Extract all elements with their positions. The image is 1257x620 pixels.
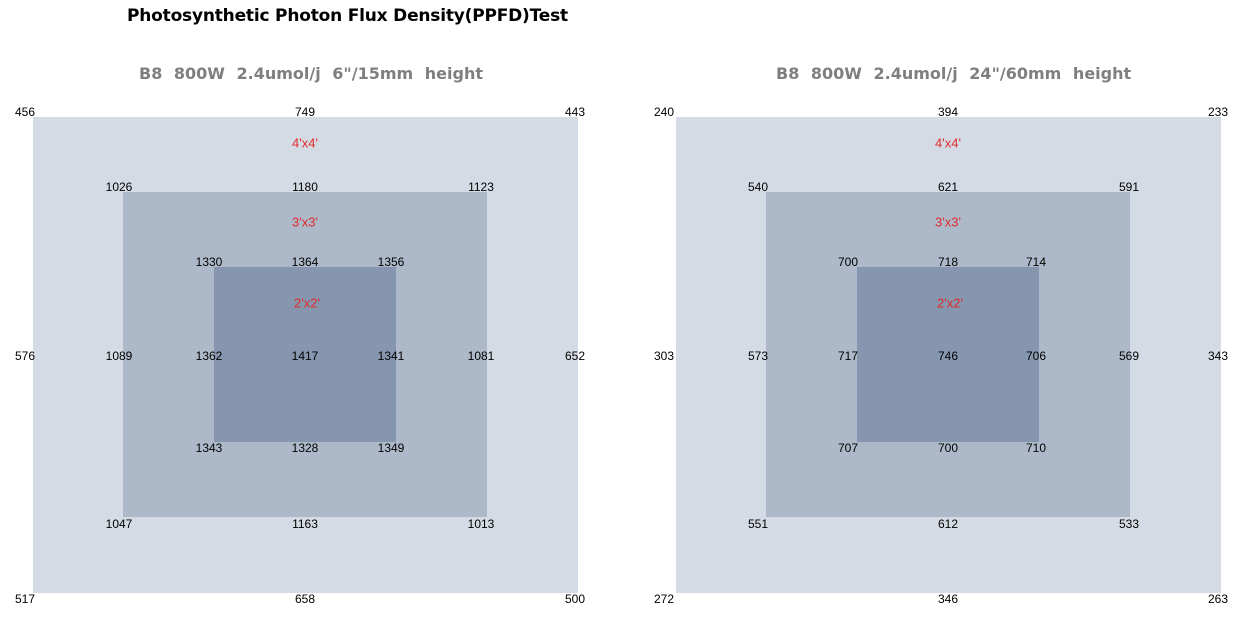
ppfd-value: 1328	[291, 441, 319, 455]
zone-2x2-area	[857, 267, 1039, 442]
ppfd-value: 1343	[195, 441, 223, 455]
ppfd-value: 706	[1025, 349, 1047, 363]
zone-2x2-area	[214, 267, 396, 442]
zone-label-4x4: 4'x4'	[935, 135, 961, 151]
ppfd-value: 1330	[195, 255, 223, 269]
ppfd-panel-right: B8 800W 2.4umol/j 24"/60mm height 4'x4' …	[643, 0, 1257, 620]
ppfd-value: 263	[1207, 592, 1229, 606]
zone-label-2x2: 2'x2'	[294, 295, 320, 311]
ppfd-value: 1089	[105, 349, 133, 363]
ppfd-value: 658	[294, 592, 316, 606]
ppfd-value: 1163	[292, 517, 318, 531]
ppfd-value: 540	[747, 180, 769, 194]
ppfd-value: 710	[1025, 441, 1047, 455]
ppfd-value: 749	[294, 105, 316, 119]
ppfd-value: 394	[937, 105, 959, 119]
panel-subtitle: B8 800W 2.4umol/j 24"/60mm height	[776, 64, 1132, 83]
ppfd-value: 233	[1207, 105, 1229, 119]
ppfd-value: 1417	[291, 349, 319, 363]
ppfd-value: 1180	[292, 180, 318, 194]
ppfd-value: 612	[937, 517, 959, 531]
ppfd-value: 569	[1118, 349, 1140, 363]
panel-subtitle: B8 800W 2.4umol/j 6"/15mm height	[139, 64, 484, 83]
ppfd-value: 746	[937, 349, 959, 363]
ppfd-value: 714	[1025, 255, 1047, 269]
ppfd-value: 551	[747, 517, 769, 531]
ppfd-value: 700	[837, 255, 859, 269]
zone-label-4x4: 4'x4'	[292, 135, 318, 151]
ppfd-value: 456	[14, 105, 36, 119]
ppfd-value: 1349	[377, 441, 405, 455]
ppfd-value: 272	[653, 592, 675, 606]
ppfd-value: 1341	[377, 349, 405, 363]
ppfd-value: 1013	[467, 517, 495, 531]
ppfd-value: 1362	[195, 349, 223, 363]
ppfd-value: 700	[937, 441, 959, 455]
ppfd-value: 707	[837, 441, 859, 455]
ppfd-value: 1081	[467, 349, 495, 363]
ppfd-value: 717	[837, 349, 859, 363]
ppfd-value: 1356	[377, 255, 405, 269]
ppfd-value: 1047	[105, 517, 133, 531]
ppfd-value: 621	[937, 180, 959, 194]
ppfd-panel-left: B8 800W 2.4umol/j 6"/15mm height 4'x4' 3…	[14, 64, 586, 606]
ppfd-value: 576	[14, 349, 36, 363]
ppfd-value: 343	[1207, 349, 1229, 363]
zone-label-3x3: 3'x3'	[935, 214, 961, 230]
ppfd-value: 517	[14, 592, 36, 606]
ppfd-value: 718	[937, 255, 959, 269]
chart-title: Photosynthetic Photon Flux Density(PPFD)…	[127, 6, 568, 26]
ppfd-value: 652	[564, 349, 586, 363]
ppfd-value: 1364	[291, 255, 319, 269]
ppfd-value: 533	[1118, 517, 1140, 531]
ppfd-value: 591	[1118, 180, 1140, 194]
ppfd-value: 1026	[105, 180, 133, 194]
ppfd-value: 303	[653, 349, 675, 363]
zone-label-2x2: 2'x2'	[937, 295, 963, 311]
ppfd-value: 346	[937, 592, 959, 606]
ppfd-value: 443	[564, 105, 586, 119]
zone-label-3x3: 3'x3'	[292, 214, 318, 230]
ppfd-value: 573	[747, 349, 769, 363]
ppfd-value: 1123	[468, 180, 494, 194]
ppfd-value: 240	[653, 105, 675, 119]
ppfd-value: 500	[564, 592, 586, 606]
